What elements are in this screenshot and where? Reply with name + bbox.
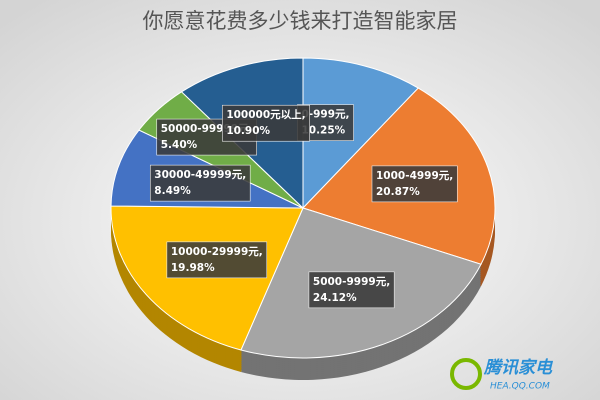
data-label: 1000-4999元, 20.87% — [371, 165, 458, 203]
data-label: 30000-49999元, 8.49% — [149, 164, 251, 202]
pie: 0-999元, 10.25% 1000-4999元, 20.87% 5000-9999元… — [110, 57, 496, 380]
data-label-box — [371, 165, 458, 203]
value-label: 19.98% — [171, 262, 215, 274]
watermark: 腾讯家电 HEA.QQ.COM — [450, 358, 554, 392]
category-label: 0-999元, — [301, 109, 349, 121]
value-label: 20.87% — [376, 186, 420, 198]
data-label-box — [308, 271, 395, 309]
category-label: 1000-4999元, — [376, 170, 453, 182]
value-label: 24.12% — [313, 292, 357, 304]
data-label: 100000元以上, 10.90% — [222, 104, 310, 142]
slice — [302, 57, 420, 210]
value-label: 10.90% — [226, 125, 270, 137]
data-label-box — [222, 104, 310, 142]
chart-title: 你愿意花费多少钱来打造智能家居 — [143, 9, 458, 33]
category-label: 30000-49999元, — [154, 169, 246, 181]
category-label: 10000-29999元, — [171, 246, 263, 258]
data-label: 5000-9999元, 24.12% — [308, 271, 395, 309]
data-label-box — [149, 164, 251, 202]
value-label: 10.25% — [301, 125, 345, 137]
watermark-logo — [450, 358, 482, 390]
data-label-box — [166, 241, 268, 279]
watermark-site: HEA.QQ.COM — [490, 382, 550, 392]
value-label: 8.49% — [154, 185, 191, 197]
watermark-name: 腾讯家电 — [483, 358, 554, 378]
category-label: 100000元以上, — [226, 108, 305, 121]
value-label: 5.40% — [161, 139, 198, 151]
data-label: 10000-29999元, 19.98% — [166, 241, 268, 279]
category-label: 5000-9999元, — [313, 276, 390, 288]
